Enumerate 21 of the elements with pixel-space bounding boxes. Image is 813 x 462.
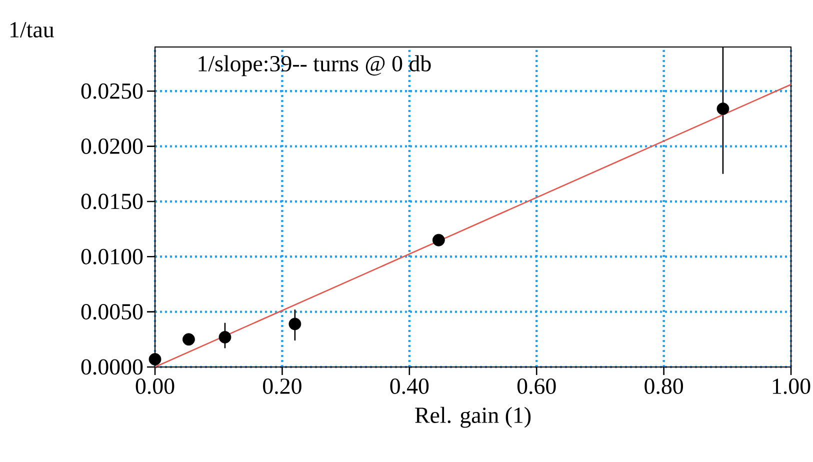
y-tick-label: 0.0250 xyxy=(81,83,143,99)
y-tick-label: 0.0000 xyxy=(81,359,143,375)
y-tick-label: 0.0200 xyxy=(81,138,143,154)
y-tick-label: 0.0100 xyxy=(81,248,143,264)
x-tick-label: 0.20 xyxy=(263,378,302,394)
x-tick-label: 0.00 xyxy=(136,378,174,394)
y-tick-label: 0.0050 xyxy=(81,304,143,320)
x-tick-label: 0.60 xyxy=(517,378,556,394)
point xyxy=(716,102,730,115)
x-tick-label: 1.00 xyxy=(772,378,810,394)
y-axis-title: 1/tau xyxy=(10,22,54,38)
point xyxy=(148,353,162,366)
x-tick-label: 0.40 xyxy=(390,378,429,394)
x-axis-title: Rel. gain (1) xyxy=(415,406,531,428)
point xyxy=(288,318,302,330)
annotation: 1/slope:39-- turns @ 0 db xyxy=(198,55,431,76)
point xyxy=(218,330,232,344)
x-tick-label: 0.80 xyxy=(644,378,683,394)
point xyxy=(432,234,445,246)
y-tick-label: 0.0150 xyxy=(81,194,143,210)
point xyxy=(182,333,195,346)
